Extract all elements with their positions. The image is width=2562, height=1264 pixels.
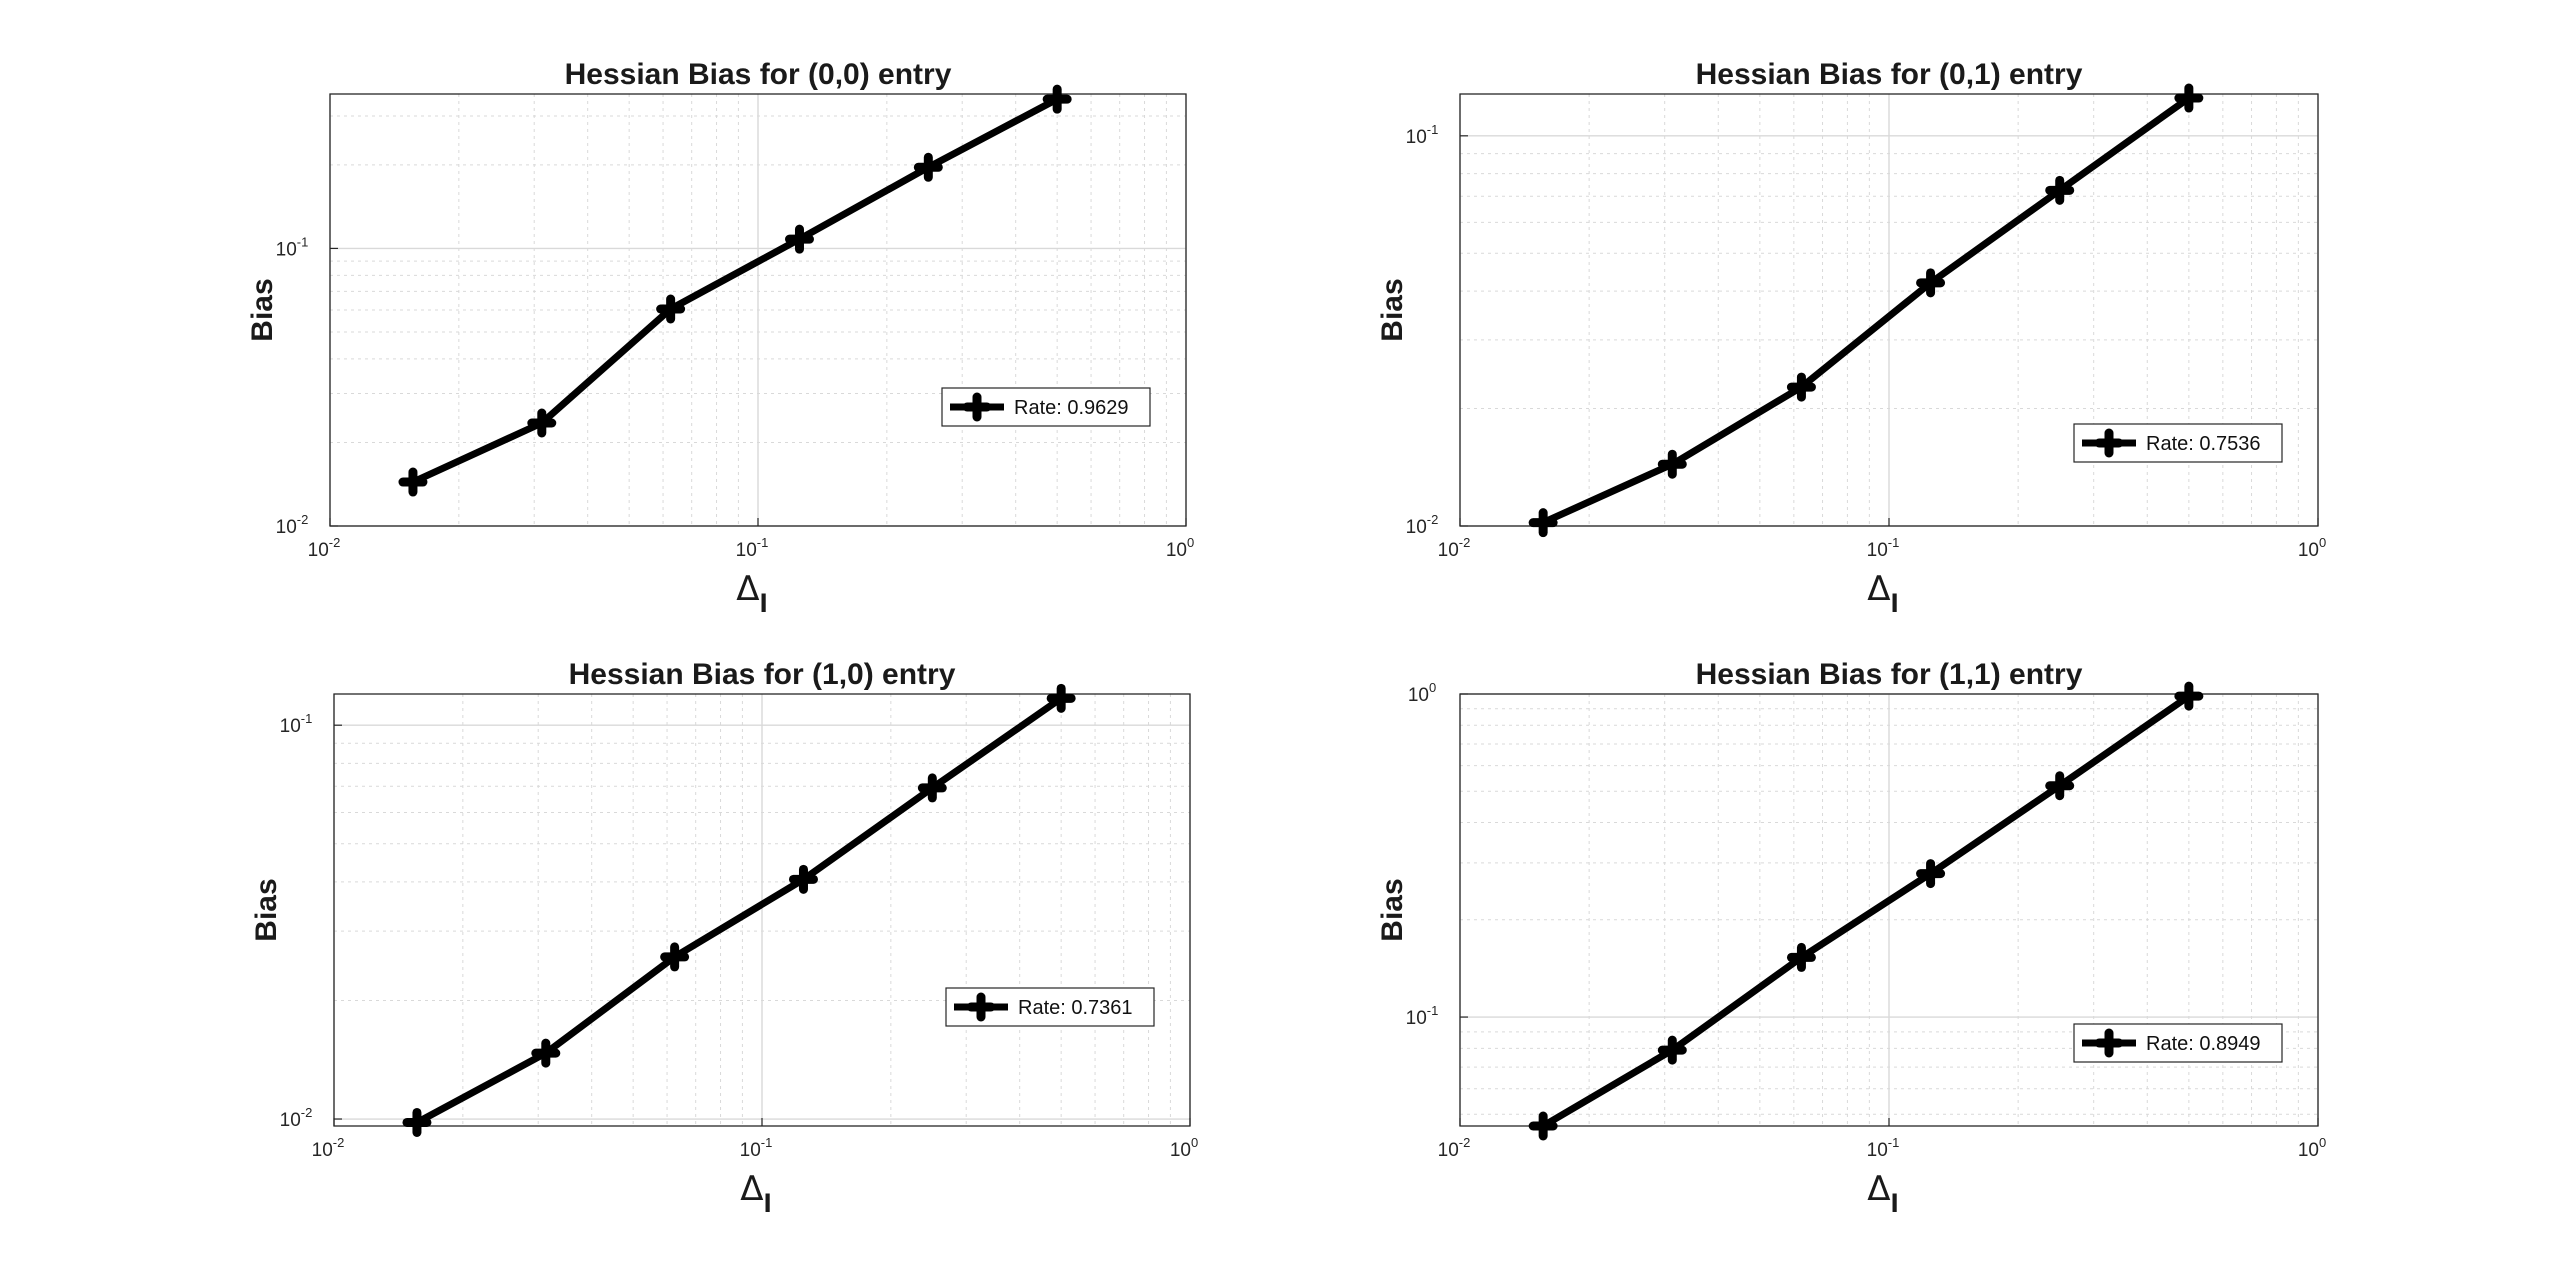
- legend-label: Rate: 0.7361: [1018, 997, 1133, 1019]
- data-point: [2045, 771, 2075, 801]
- series-line: [415, 695, 1064, 1126]
- data-point: [913, 152, 943, 182]
- y-tick-label: 10-2: [1406, 512, 1439, 538]
- y-tick-label: 10-1: [1406, 1003, 1439, 1029]
- x-tick-label: 100: [2298, 535, 2326, 561]
- x-axis-label: Δl: [1867, 569, 1899, 618]
- x-tick-label: 100: [1170, 1135, 1198, 1161]
- data-point: [1528, 1111, 1558, 1141]
- data-point: [402, 1107, 432, 1137]
- x-axis-label: Δl: [740, 1169, 772, 1218]
- chart-title: Hessian Bias for (1,1) entry: [1696, 658, 2083, 691]
- data-point: [784, 224, 814, 254]
- data-point: [2174, 83, 2204, 113]
- x-tick-label: 10-2: [308, 535, 341, 561]
- data-point: [1657, 1035, 1687, 1065]
- data-point: [2174, 681, 2204, 711]
- y-tick-label: 10-1: [1406, 122, 1439, 148]
- data-point: [917, 773, 947, 803]
- y-tick-label: 10-1: [280, 711, 313, 737]
- x-tick-label: 10-2: [1438, 535, 1471, 561]
- x-axis-label: Δl: [1867, 1169, 1899, 1218]
- data-point: [1916, 268, 1946, 298]
- x-tick-label: 10-1: [736, 535, 769, 561]
- legend: Rate: 0.7361: [945, 987, 1155, 1027]
- data-point: [1528, 508, 1558, 538]
- x-tick-label: 10-1: [740, 1135, 773, 1161]
- series-line: [1541, 95, 2191, 526]
- chart-title: Hessian Bias for (0,0) entry: [565, 58, 952, 91]
- x-tick-label: 100: [1166, 535, 1194, 561]
- data-point: [398, 467, 428, 497]
- series-line: [411, 96, 1059, 486]
- y-axis-label: Bias: [246, 278, 279, 341]
- legend-label: Rate: 0.7536: [2146, 433, 2261, 455]
- y-axis-label: Bias: [250, 878, 283, 941]
- data-point: [531, 1038, 561, 1068]
- chart-title: Hessian Bias for (0,1) entry: [1696, 58, 2083, 91]
- series-line: [1541, 693, 2191, 1130]
- data-point: [1657, 449, 1687, 479]
- legend-label: Rate: 0.8949: [2146, 1033, 2261, 1055]
- x-tick-label: 10-2: [1438, 1135, 1471, 1161]
- data-point: [1786, 942, 1816, 972]
- data-point: [660, 942, 690, 972]
- data-point: [1786, 372, 1816, 402]
- legend: Rate: 0.7536: [2073, 423, 2283, 463]
- chart-title: Hessian Bias for (1,0) entry: [569, 658, 956, 691]
- y-tick-label: 10-2: [280, 1105, 313, 1131]
- legend: Rate: 0.9629: [941, 387, 1151, 427]
- data-point: [2045, 175, 2075, 205]
- legend: Rate: 0.8949: [2073, 1023, 2283, 1063]
- y-tick-label: 10-1: [276, 234, 309, 260]
- y-tick-label: 100: [1408, 680, 1436, 706]
- data-point: [1042, 84, 1072, 114]
- x-axis-label: Δl: [736, 569, 768, 618]
- x-tick-label: 10-1: [1867, 535, 1900, 561]
- x-tick-label: 10-1: [1867, 1135, 1900, 1161]
- y-axis-label: Bias: [1376, 878, 1409, 941]
- data-point: [1046, 683, 1076, 713]
- x-tick-label: 100: [2298, 1135, 2326, 1161]
- legend-label: Rate: 0.9629: [1014, 397, 1129, 419]
- y-tick-label: 10-2: [276, 512, 309, 538]
- data-point: [788, 864, 818, 894]
- x-tick-label: 10-2: [312, 1135, 345, 1161]
- data-point: [656, 294, 686, 324]
- data-point: [1916, 859, 1946, 889]
- data-point: [527, 408, 557, 438]
- y-axis-label: Bias: [1376, 278, 1409, 341]
